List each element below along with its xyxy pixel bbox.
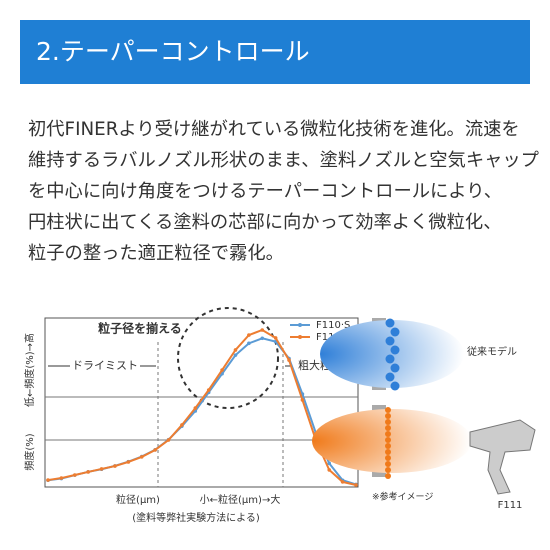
point bbox=[139, 455, 144, 459]
chart: ドライミスト 粗大粒子 粒子径を揃える 低←頻度(%)→高 頻度(%) 粒径(μ… bbox=[23, 307, 359, 524]
note: (塗料等弊社実験方法による) bbox=[132, 511, 260, 524]
point bbox=[46, 478, 50, 482]
droplet bbox=[385, 425, 391, 431]
point bbox=[233, 348, 238, 352]
body-line: 初代FINERより受け継がれている微粒化技術を進化。流速を bbox=[28, 119, 520, 140]
point bbox=[260, 336, 265, 341]
point bbox=[180, 423, 184, 427]
legend-marker bbox=[298, 335, 302, 339]
droplet bbox=[385, 413, 391, 419]
point bbox=[327, 461, 332, 466]
spray-blue bbox=[320, 320, 464, 388]
spray-orange bbox=[312, 409, 472, 473]
region-label: ドライミスト bbox=[72, 359, 138, 372]
droplet bbox=[385, 443, 391, 449]
point bbox=[99, 467, 104, 471]
body-text: 初代FINERより受け継がれている微粒化技術を進化。流速を 維持するラバルノズル… bbox=[28, 119, 539, 264]
body-line: 円柱状に出てくる塗料の芯部に向かって効率よく微粒化、 bbox=[28, 211, 501, 233]
body-line: を中心に向け角度をつけるテーパーコントロールにより、 bbox=[28, 181, 502, 202]
label: 従来モデル bbox=[467, 345, 517, 358]
label: F111 bbox=[498, 500, 523, 511]
legend-marker bbox=[298, 323, 302, 327]
x-label: 小←粒径(μm)→大 bbox=[200, 493, 281, 506]
droplet bbox=[390, 327, 400, 337]
point bbox=[166, 438, 171, 442]
label: ※参考イメージ bbox=[372, 491, 433, 503]
point bbox=[354, 483, 358, 487]
point bbox=[193, 406, 198, 410]
point bbox=[273, 336, 278, 340]
droplet bbox=[385, 407, 391, 413]
point bbox=[86, 470, 90, 474]
circle-label: 粒子径を揃える bbox=[98, 321, 182, 336]
droplet bbox=[385, 455, 391, 461]
droplet bbox=[385, 419, 391, 425]
droplet bbox=[385, 336, 395, 346]
droplet bbox=[385, 467, 391, 473]
point bbox=[300, 398, 305, 402]
y-label: 頻度(%) bbox=[23, 433, 36, 470]
point bbox=[247, 341, 251, 346]
highlight-circle bbox=[177, 307, 279, 409]
point bbox=[247, 333, 251, 337]
point bbox=[260, 328, 265, 332]
droplet bbox=[385, 318, 395, 328]
label-bg bbox=[70, 358, 140, 374]
header-bar bbox=[20, 20, 530, 84]
spray-gun bbox=[469, 419, 536, 495]
point bbox=[340, 480, 345, 484]
point bbox=[59, 476, 64, 480]
legend-label: F110·S bbox=[316, 320, 350, 331]
x-label: 粒径(μm) bbox=[116, 493, 160, 506]
y-label: 低←頻度(%)→高 bbox=[23, 333, 36, 407]
point bbox=[113, 464, 117, 468]
droplet bbox=[385, 449, 391, 455]
droplet bbox=[385, 461, 391, 467]
point bbox=[233, 353, 238, 357]
droplet bbox=[390, 381, 400, 391]
droplet bbox=[385, 473, 391, 479]
plot-frame bbox=[44, 317, 359, 488]
point bbox=[72, 473, 77, 477]
droplet bbox=[385, 354, 395, 364]
point bbox=[153, 448, 157, 452]
point bbox=[327, 468, 332, 472]
droplet bbox=[385, 437, 391, 443]
series-line bbox=[47, 328, 357, 486]
point bbox=[206, 388, 211, 392]
point bbox=[126, 460, 131, 464]
droplet bbox=[385, 372, 395, 382]
header-title: 2.テーパーコントロール bbox=[36, 37, 310, 66]
body-line: 粒子の整った適正粒径で霧化。 bbox=[28, 243, 284, 264]
droplet bbox=[385, 431, 391, 437]
droplet bbox=[390, 345, 400, 355]
illustration: 従来モデル ※参考イメージ F111 bbox=[312, 318, 536, 511]
droplet bbox=[390, 363, 400, 373]
point bbox=[287, 358, 291, 362]
point bbox=[220, 368, 224, 372]
body-line: 維持するラバルノズル形状のまま、塗料ノズルと空気キャップ bbox=[28, 149, 539, 171]
